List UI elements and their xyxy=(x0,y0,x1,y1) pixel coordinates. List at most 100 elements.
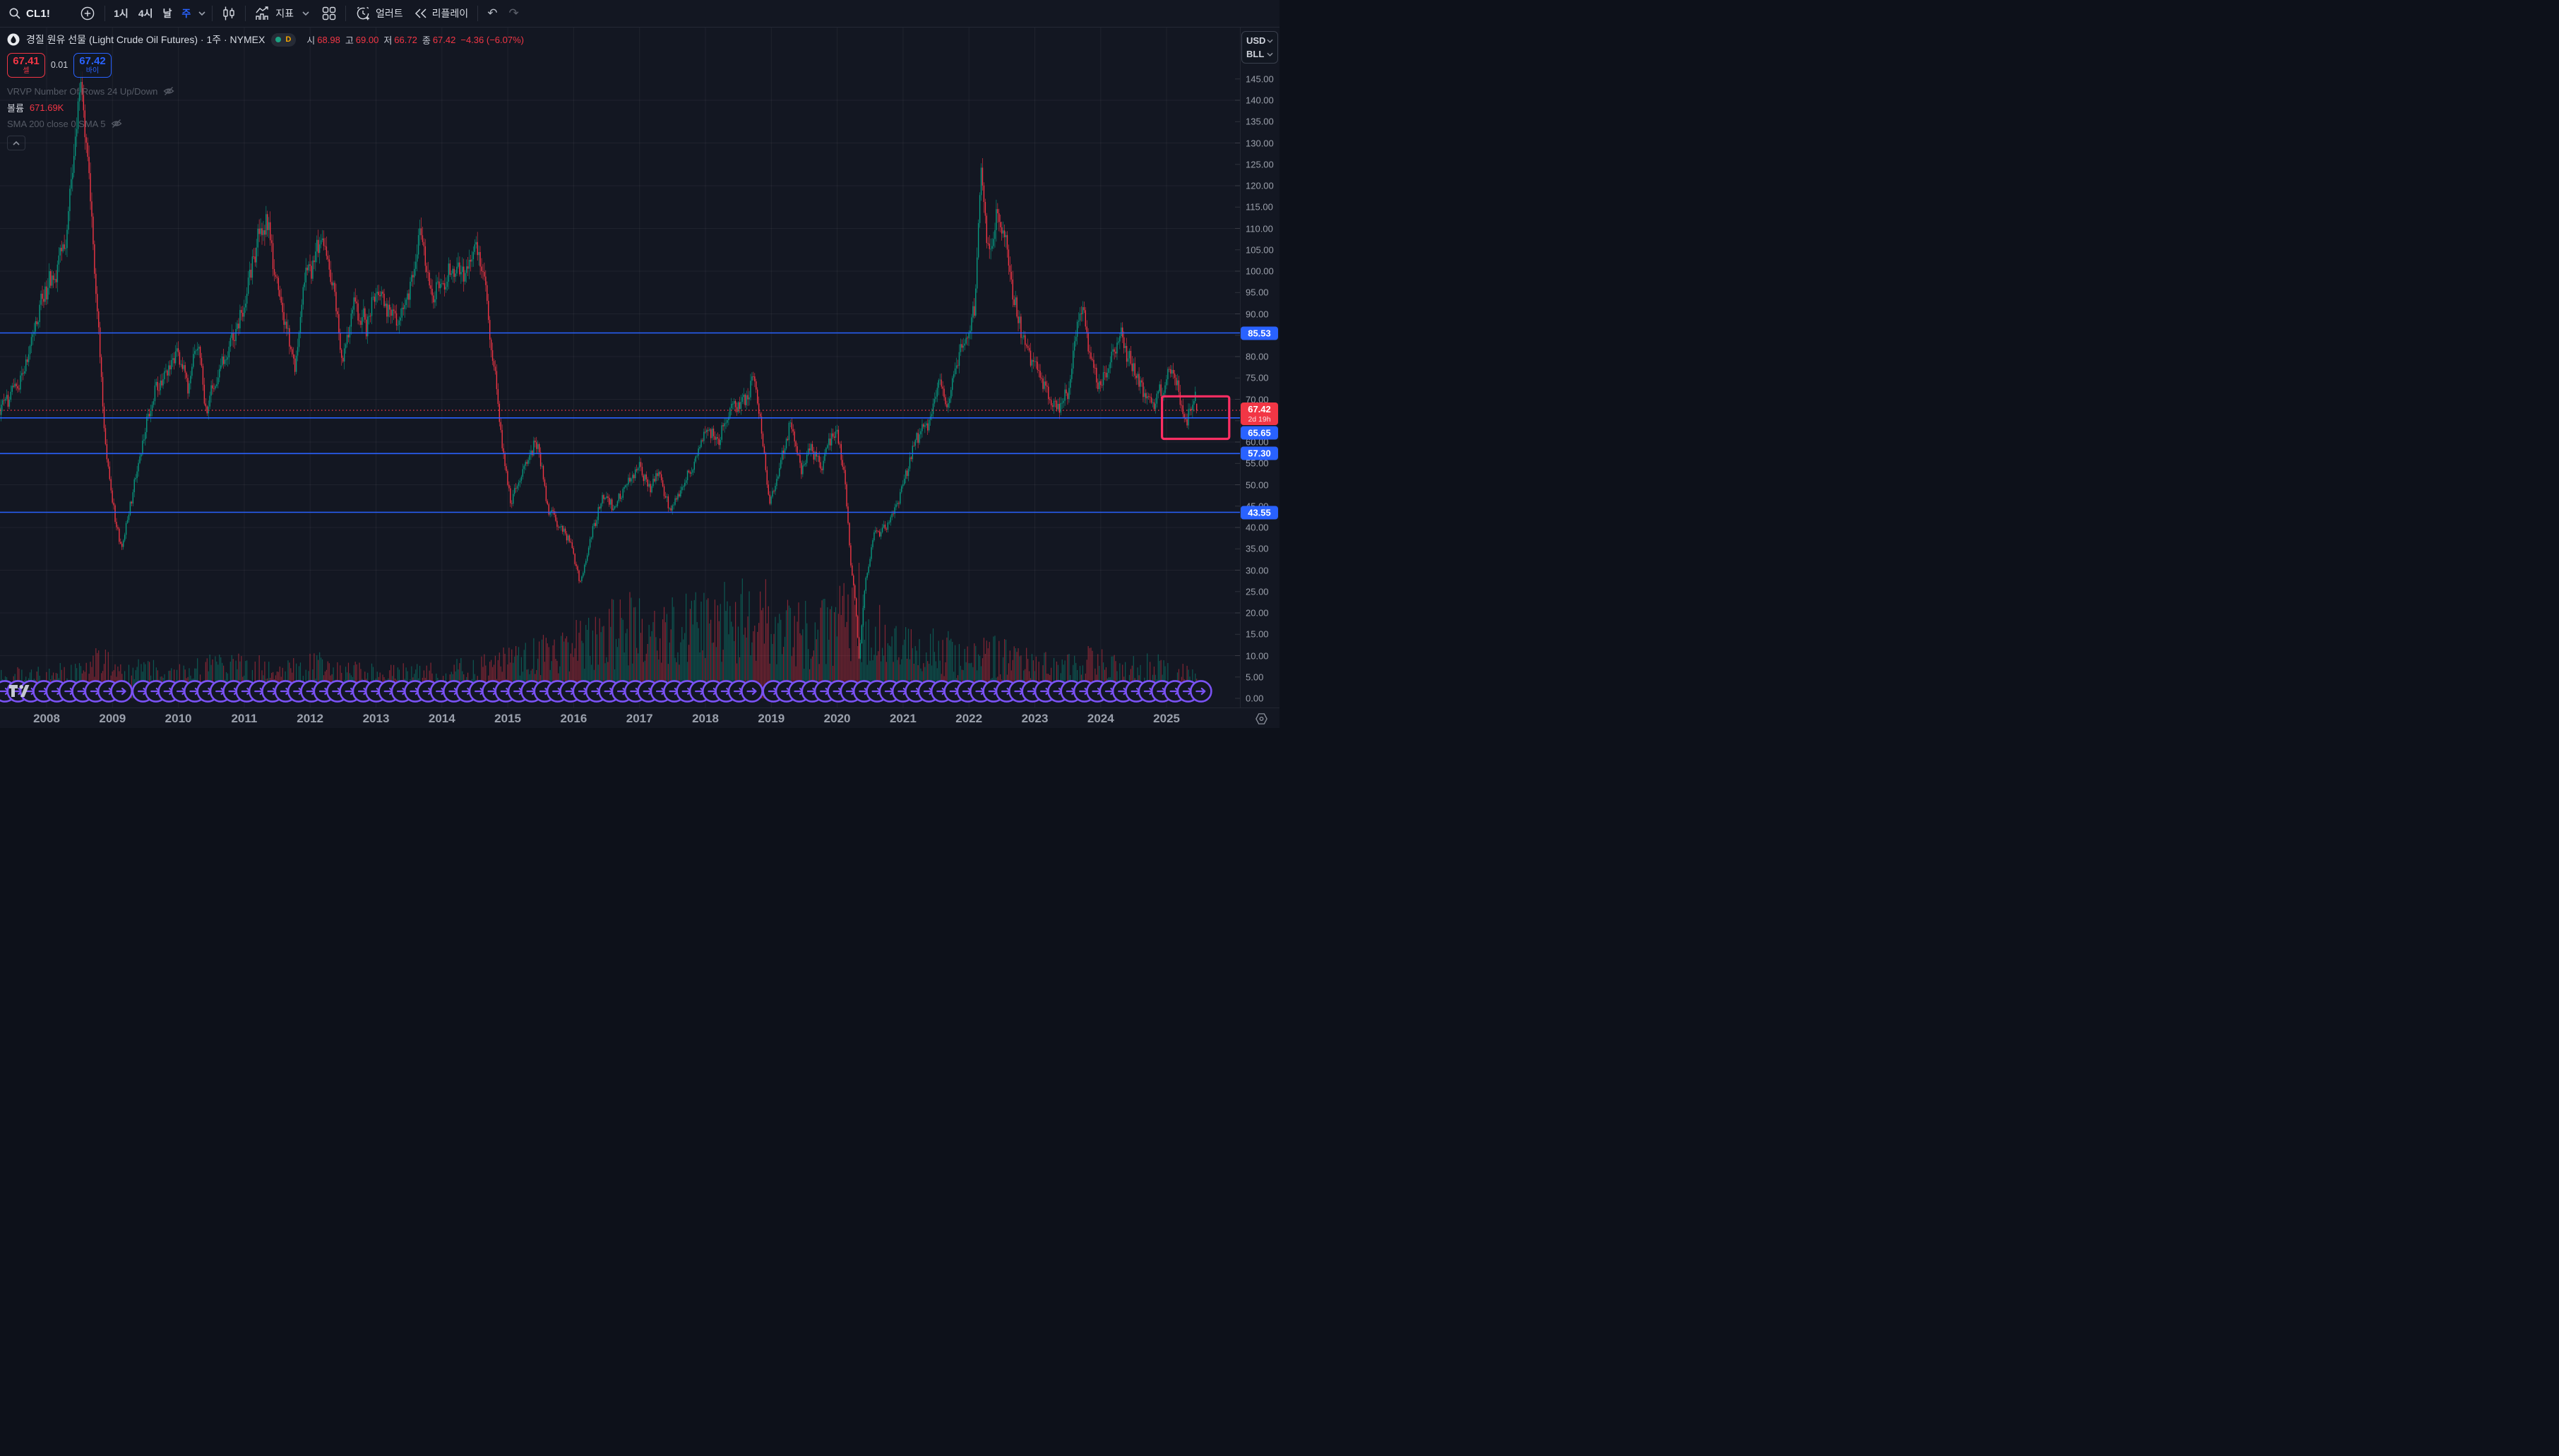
timeframe-1h-button[interactable]: 1시 xyxy=(114,8,129,19)
price-tick-label: 130.00 xyxy=(1246,138,1274,148)
symbol-title: 경질 원유 선물 (Light Crude Oil Futures) · 1주 … xyxy=(26,34,266,45)
change-value: −4.36 (−6.07%) xyxy=(460,34,524,45)
year-tick-label: 2023 xyxy=(1021,711,1049,725)
indicators-label: 지표 xyxy=(275,8,294,19)
ohlc-label: 저 xyxy=(383,35,393,46)
year-tick-label: 2017 xyxy=(626,711,653,725)
axis-unit-box: USD BLL xyxy=(1241,31,1278,64)
year-tick-label: 2008 xyxy=(33,711,60,725)
chevron-down-icon xyxy=(302,11,309,16)
price-tick-label: 115.00 xyxy=(1246,201,1273,213)
last-price-label: 67.42 2d 19h xyxy=(1241,402,1278,426)
indicator-row-vrvp[interactable]: VRVP Number Of Rows 24 Up/Down xyxy=(7,84,524,98)
year-tick-label: 2020 xyxy=(823,711,851,725)
data-delay-badge[interactable]: D xyxy=(271,32,297,47)
price-tick-label: 120.00 xyxy=(1246,180,1274,191)
search-icon xyxy=(8,7,21,20)
timeframe-1w-button[interactable]: 주 xyxy=(181,8,191,19)
chevron-down-icon xyxy=(1267,52,1273,56)
volume-indicator-title: 볼륨 xyxy=(7,102,24,114)
ohlc-value: 66.72 xyxy=(394,34,417,45)
vrvp-indicator-title: VRVP Number Of Rows 24 Up/Down xyxy=(7,85,158,97)
price-level-lines[interactable] xyxy=(0,332,1240,513)
indicators-button[interactable]: 지표 xyxy=(249,4,299,23)
price-tick-label: 90.00 xyxy=(1246,309,1269,319)
replay-label: 리플레이 xyxy=(431,8,469,19)
year-tick-label: 2016 xyxy=(560,711,587,725)
indicator-templates-button[interactable] xyxy=(299,4,312,23)
redo-button[interactable]: ↷ xyxy=(503,4,524,23)
sell-label: 셀 xyxy=(23,66,30,75)
currency-selector[interactable]: USD xyxy=(1246,34,1273,47)
create-alert-button[interactable]: 얼러트 xyxy=(350,4,409,23)
toolbar-divider xyxy=(345,6,347,21)
price-tick-label: 70.00 xyxy=(1246,394,1269,405)
year-tick-label: 2018 xyxy=(692,711,719,725)
ohlc-values: 시 68.98 고 69.00 저 66.72 종 67.42 −4.36 (−6.07%) xyxy=(306,33,524,47)
redo-icon: ↷ xyxy=(508,6,519,20)
alert-clock-icon xyxy=(355,6,371,21)
alert-line-label: 43.55 xyxy=(1241,506,1278,520)
buy-price: 67.42 xyxy=(79,54,106,67)
price-tick-label: 0.00 xyxy=(1246,693,1264,704)
chart-style-button[interactable] xyxy=(216,4,241,23)
price-tick-label: 20.00 xyxy=(1246,607,1269,619)
year-tick-label: 2013 xyxy=(362,711,390,725)
delayed-data-letter: D xyxy=(285,35,292,44)
ohlc-value: 69.00 xyxy=(355,34,379,45)
ohlc-value: 68.98 xyxy=(317,34,340,45)
plus-circle-icon xyxy=(80,6,95,21)
price-tick-label: 50.00 xyxy=(1246,479,1269,490)
compare-add-symbol-button[interactable] xyxy=(74,4,101,23)
ohlc-label: 고 xyxy=(345,35,354,46)
price-axis[interactable]: USD BLL 145.00 140.00 135.00 130.00 125.00 12… xyxy=(1240,27,1280,708)
time-axis[interactable]: 2008 2009 2010 2011 2012 2013 2014 2015 2016 2017… xyxy=(0,708,1280,728)
toolbar-divider xyxy=(245,6,246,21)
multichart-layout-icon xyxy=(322,6,336,20)
undo-icon: ↶ xyxy=(487,6,498,20)
price-tick-label: 145.00 xyxy=(1246,73,1274,85)
price-tick-label: 25.00 xyxy=(1246,586,1269,597)
buy-label: 바이 xyxy=(85,66,100,75)
candlestick-style-icon xyxy=(222,6,236,21)
year-tick-label: 2024 xyxy=(1087,711,1114,725)
toolbar-divider xyxy=(477,6,479,21)
volume-indicator-value: 671.69K xyxy=(29,102,64,113)
indicators-icon xyxy=(255,6,270,20)
replay-icon xyxy=(414,8,427,18)
timeframe-menu-button[interactable] xyxy=(196,4,208,23)
timeframe-4h-button[interactable]: 4시 xyxy=(138,8,153,19)
eye-hidden-icon[interactable] xyxy=(163,85,174,97)
price-tick-label: 55.00 xyxy=(1246,458,1269,469)
year-tick-label: 2010 xyxy=(165,711,192,725)
unit-selector[interactable]: BLL xyxy=(1246,47,1273,61)
collapse-legend-button[interactable] xyxy=(7,136,25,150)
axis-tick-marks xyxy=(1235,78,1240,699)
sell-price: 67.41 xyxy=(13,54,40,67)
axis-settings-icon[interactable] xyxy=(1255,712,1268,725)
candlesticks xyxy=(0,71,1198,660)
tradingview-logo[interactable] xyxy=(8,684,30,698)
chevron-down-icon xyxy=(1267,39,1273,43)
chart-canvas[interactable] xyxy=(0,0,1280,728)
symbol-search-button[interactable]: CL1! xyxy=(7,4,56,23)
currency-label: USD xyxy=(1246,35,1266,46)
bar-countdown: 2d 19h xyxy=(1248,415,1271,424)
price-tick-label: 135.00 xyxy=(1246,116,1274,127)
symbol-info-row[interactable]: 경질 원유 선물 (Light Crude Oil Futures) · 1주 … xyxy=(7,32,524,47)
symbol-ticker: CL1! xyxy=(26,7,51,20)
volume-bars xyxy=(0,563,1198,698)
layout-grid-button[interactable] xyxy=(316,4,342,23)
undo-button[interactable]: ↶ xyxy=(482,4,503,23)
timeframe-1d-button[interactable]: 날 xyxy=(162,8,172,19)
toolbar-divider xyxy=(212,6,213,21)
indicator-row-volume[interactable]: 볼륨 671.69K xyxy=(7,100,524,114)
sell-button[interactable]: 67.41 셀 xyxy=(7,52,45,78)
alert-line-label: 65.65 xyxy=(1241,426,1278,440)
indicator-row-sma[interactable]: SMA 200 close 0 SMA 5 xyxy=(7,117,524,131)
contract-rollover-markers[interactable] xyxy=(0,680,1212,703)
price-tick-label: 95.00 xyxy=(1246,287,1269,298)
buy-button[interactable]: 67.42 바이 xyxy=(73,52,112,78)
eye-hidden-icon[interactable] xyxy=(111,118,122,129)
replay-button[interactable]: 리플레이 xyxy=(409,4,475,23)
